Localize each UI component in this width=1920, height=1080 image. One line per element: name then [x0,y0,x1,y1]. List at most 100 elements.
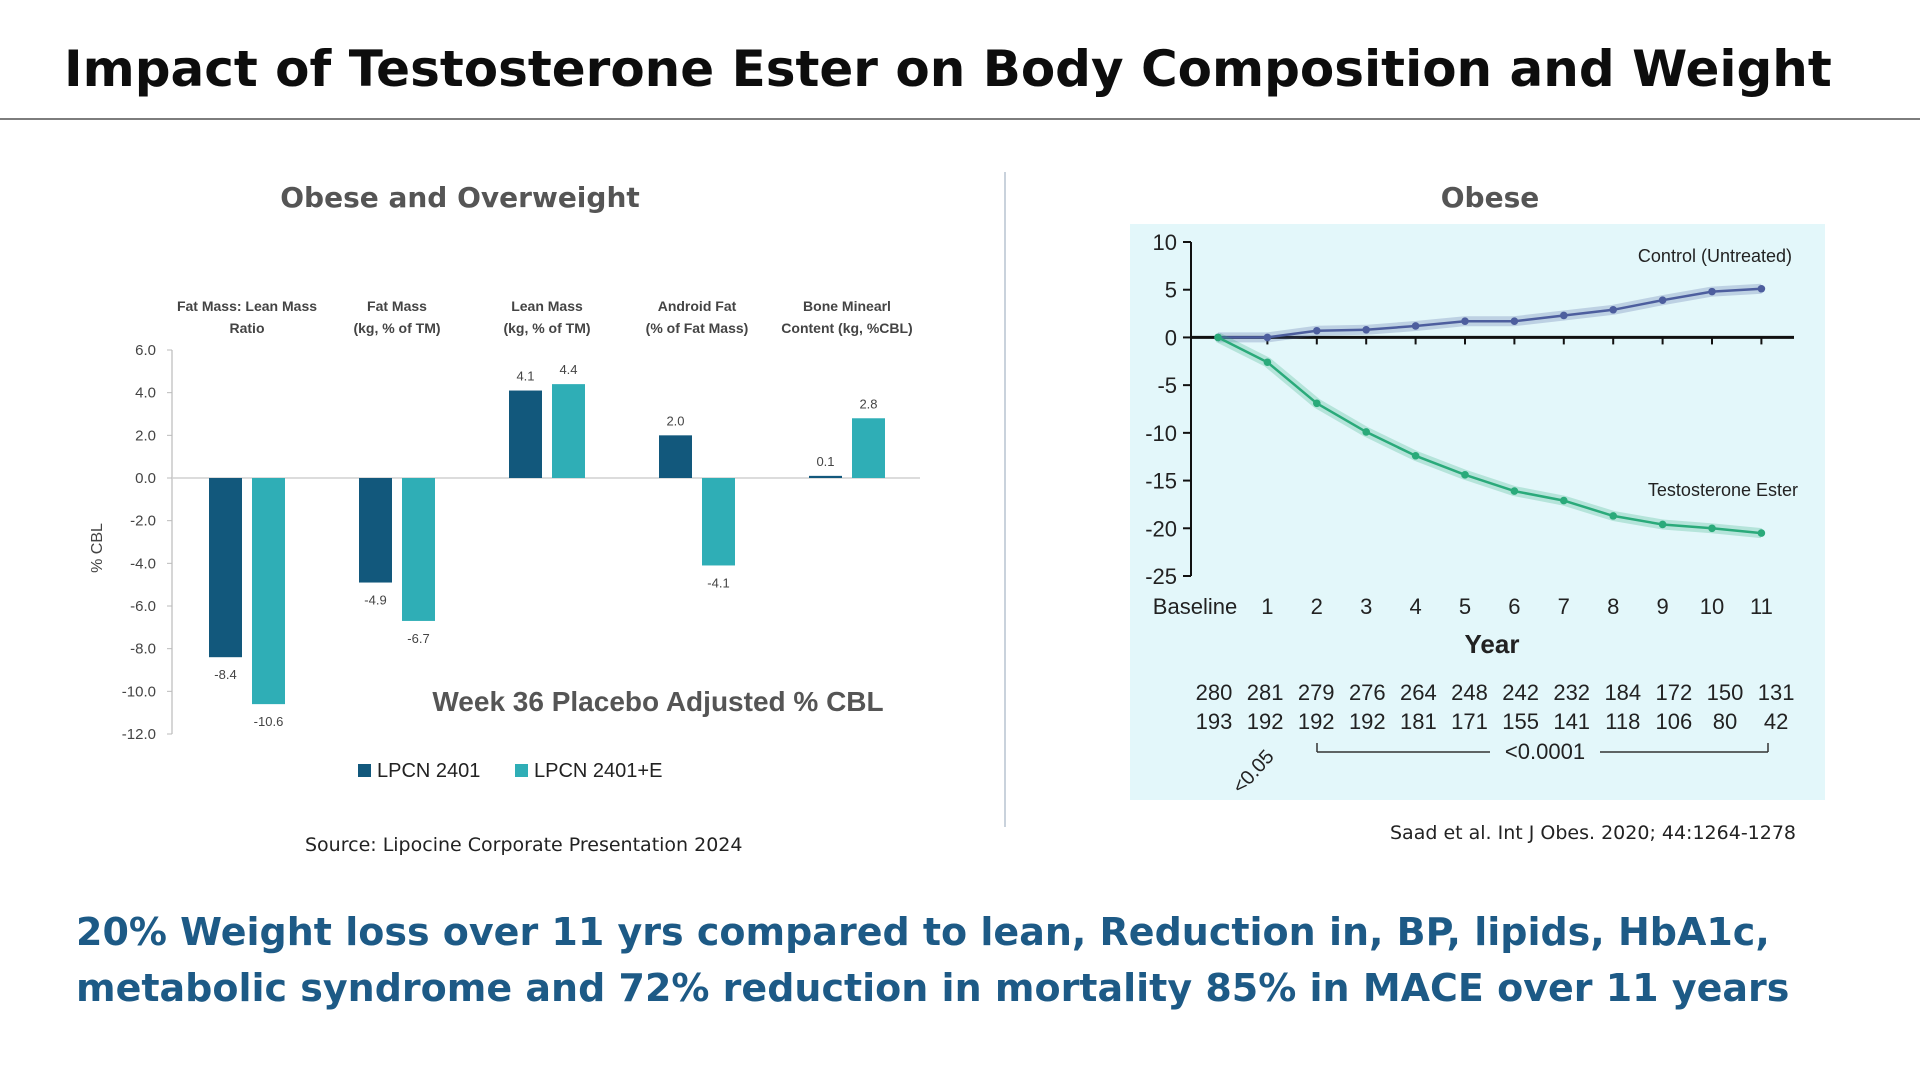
count-row1: 264 [1400,680,1437,705]
data-label: -10.6 [254,714,284,729]
y-tick-label: -8.0 [130,641,156,658]
category-label: (kg, % of TM) [503,320,590,336]
testosterone-series-line [1217,336,1762,535]
category-label: Lean Mass [511,298,583,314]
count-row2: 106 [1656,709,1693,734]
data-point [1757,529,1766,537]
y-tick-label: -15 [1145,469,1177,494]
bar-lpcn-2401 [359,478,392,583]
category-label: Bone Minearl [803,298,891,314]
data-point [1461,471,1469,479]
count-row2: 118 [1605,709,1640,734]
count-row1: 281 [1247,680,1284,705]
control-series-label: Control (Untreated) [1638,246,1792,266]
data-label: -4.9 [364,593,386,608]
category-label: Content (kg, %CBL) [781,320,912,336]
data-point [1560,496,1568,505]
panel-divider [1004,172,1006,827]
data-point [1263,333,1272,342]
data-point [1362,428,1370,436]
count-row1: 172 [1656,680,1693,705]
y-tick-label: -20 [1145,516,1177,541]
bar-chart-title: Week 36 Placebo Adjusted % CBL [432,686,883,717]
bar-lpcn-2401-e [552,384,585,478]
count-row2: 141 [1553,709,1590,734]
significance-late: <0.0001 [1505,739,1585,764]
y-axis-label: % CBL [89,523,106,573]
summary-text: 20% Weight loss over 11 yrs compared to … [76,904,1876,1016]
y-tick-label: 4.0 [135,385,156,402]
x-tick-label: 9 [1656,594,1668,619]
count-row2: 171 [1451,709,1488,734]
y-tick-label: -25 [1145,564,1177,589]
count-row1: 150 [1707,680,1744,705]
control-series-line [1218,287,1762,339]
x-tick-label: 10 [1700,594,1724,619]
x-axis-label: Year [1465,629,1520,659]
category-label: Fat Mass: Lean Mass [177,298,317,314]
y-tick-label: -4.0 [130,555,156,572]
data-label: 4.4 [559,362,577,377]
title-divider [0,118,1920,120]
testosterone-series-label: Testosterone Ester [1648,480,1798,500]
bar-lpcn-2401-e [702,478,735,566]
y-tick-label: -10.0 [122,683,156,700]
bar-lpcn-2401-e [402,478,435,621]
data-label: 2.0 [666,413,684,428]
y-tick-label: -5 [1157,373,1177,398]
x-tick-label: 8 [1607,594,1619,619]
count-row1: 232 [1553,680,1590,705]
data-point [1510,317,1519,326]
bar-lpcn-2401 [659,435,692,478]
count-row2: 192 [1349,709,1386,734]
bar-lpcn-2401-e [852,418,885,478]
y-tick-label: 10 [1153,230,1177,255]
x-tick-label: 2 [1311,594,1323,619]
count-row1: 242 [1502,680,1539,705]
data-point [1609,305,1617,314]
data-point [1313,326,1321,335]
data-point [1214,333,1222,342]
bar-chart: 6.0 4.0 2.0 0.0 -2.0 -4.0 -6.0 -8.0 -10.0 -12.0 % … [89,298,920,782]
x-tick-label: 5 [1459,594,1471,619]
y-tick-label: -2.0 [130,513,156,530]
data-point [1708,524,1716,533]
bar-lpcn-2401 [209,478,242,658]
data-label: -6.7 [407,631,429,646]
data-label: -4.1 [707,575,729,590]
data-point [1609,512,1617,520]
data-point [1510,487,1519,495]
data-point [1411,322,1420,330]
count-row2: 155 [1502,709,1539,734]
count-row1: 131 [1758,680,1795,705]
count-row2: 42 [1764,709,1788,734]
data-point [1708,287,1716,296]
category-label: (kg, % of TM) [353,320,440,336]
category-label: (% of Fat Mass) [646,320,749,336]
summary-line-1: 20% Weight loss over 11 yrs compared to … [76,910,1770,954]
left-source-citation: Source: Lipocine Corporate Presentation … [305,834,743,856]
data-label: -8.4 [214,667,236,682]
data-point [1461,317,1469,326]
category-label: Android Fat [658,298,737,314]
data-label: 4.1 [516,369,534,384]
data-point [1411,451,1420,460]
x-tick-label: 7 [1558,594,1570,619]
count-row2: 192 [1298,709,1335,734]
y-tick-label: 0.0 [135,470,156,487]
data-label: 0.1 [816,454,834,469]
data-point [1362,325,1370,334]
category-label: Ratio [230,320,265,336]
legend-swatch [515,764,528,777]
data-point [1658,296,1667,305]
summary-line-2: metabolic syndrome and 72% reduction in … [76,966,1790,1010]
x-tick-label: 11 [1750,594,1773,619]
right-source-citation: Saad et al. Int J Obes. 2020; 44:1264-12… [1390,822,1797,844]
count-row1: 248 [1451,680,1488,705]
count-row1: 184 [1604,680,1641,705]
y-tick-label: 5 [1165,278,1177,303]
data-point [1263,358,1272,367]
y-tick-label: -12.0 [122,726,156,743]
y-tick-label: 2.0 [135,427,156,444]
